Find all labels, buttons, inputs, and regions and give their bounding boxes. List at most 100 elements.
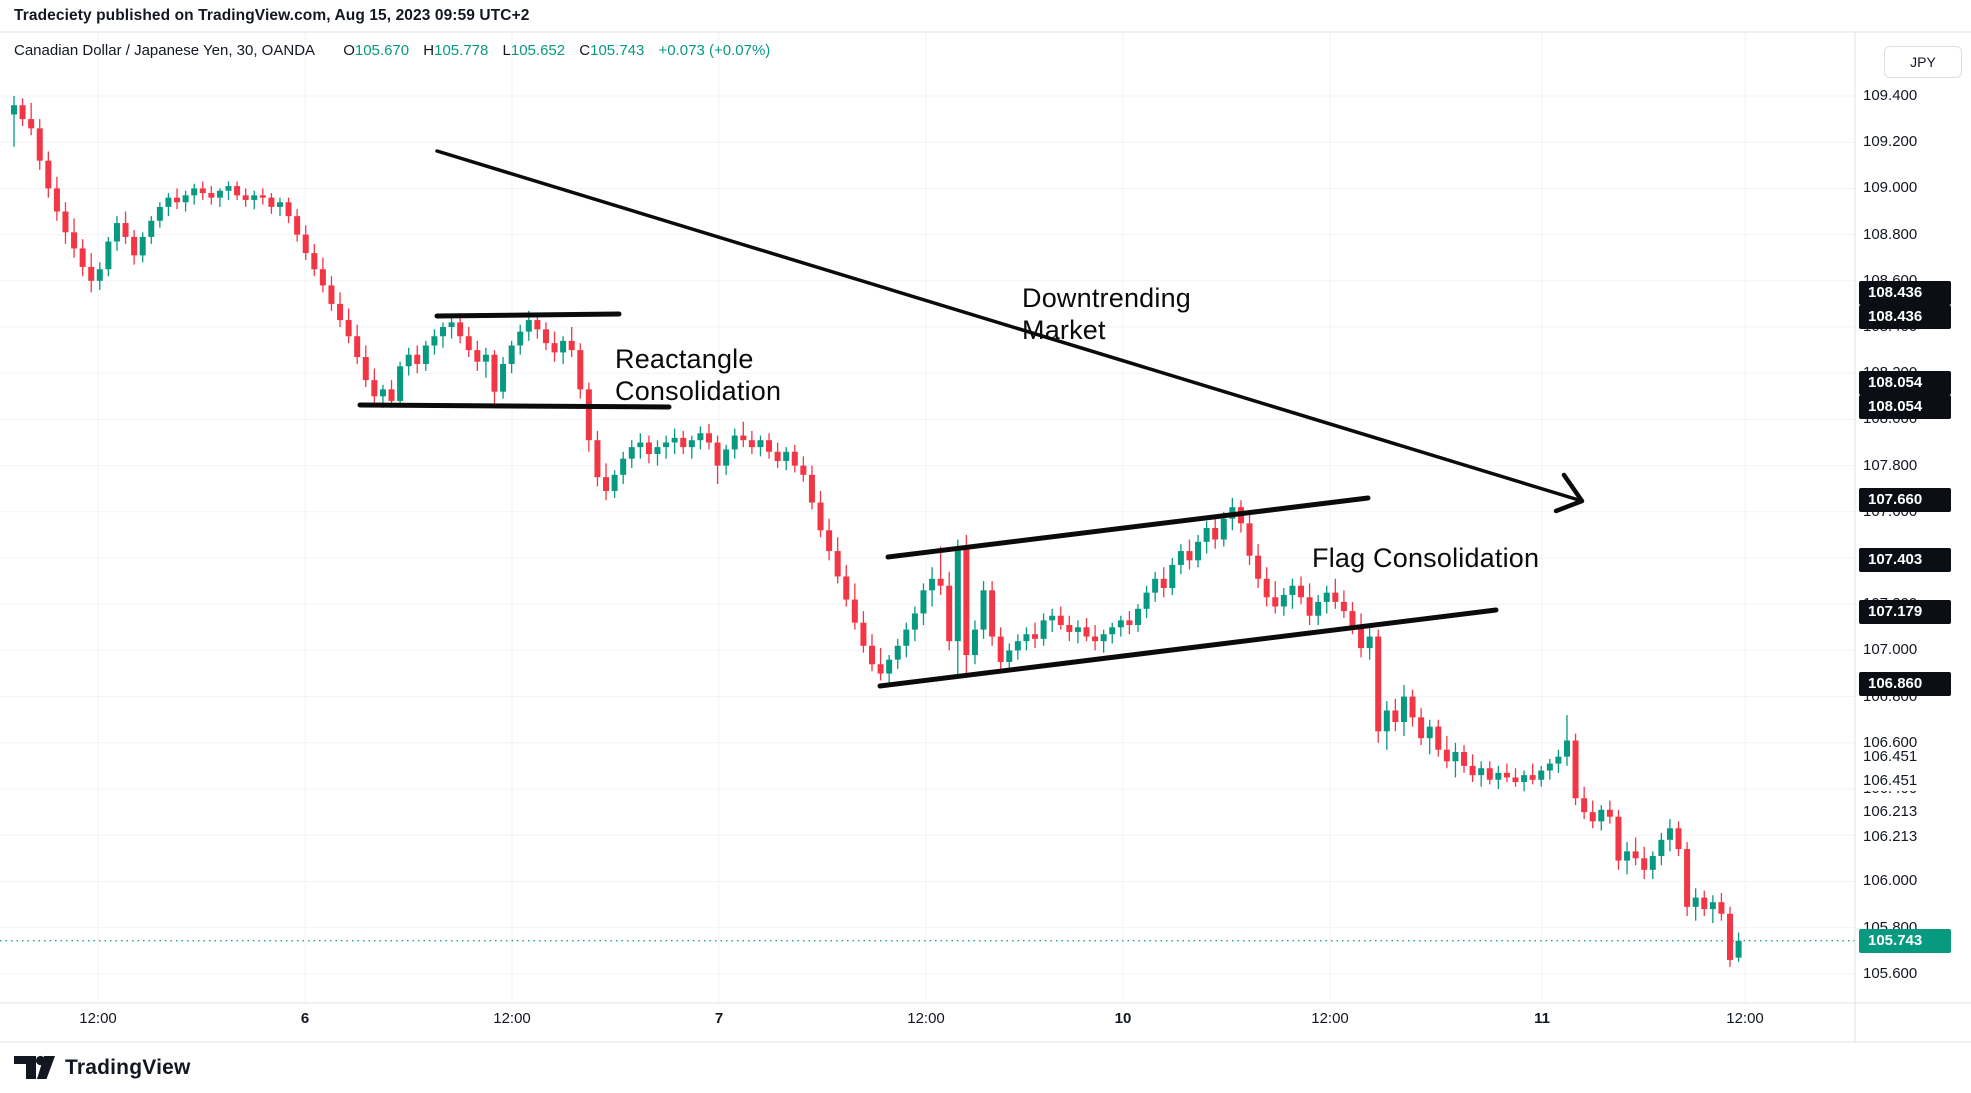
candle-body xyxy=(405,354,412,367)
watermark-note: Tradeciety published on TradingView.com,… xyxy=(14,7,530,24)
symbol-title[interactable]: Canadian Dollar / Japanese Yen, 30, OAND… xyxy=(14,42,316,59)
candle-body xyxy=(817,502,824,531)
candle-body xyxy=(1195,541,1202,561)
candle-body xyxy=(1546,763,1553,771)
candle-body xyxy=(611,474,618,492)
candle-body xyxy=(1143,592,1150,609)
candle-body xyxy=(208,193,215,198)
candle-body xyxy=(800,465,807,475)
candle-body xyxy=(628,447,635,459)
tradingview-logo[interactable]: TradingView xyxy=(14,1053,191,1082)
candle-body xyxy=(1383,710,1390,732)
candle-body xyxy=(251,195,258,200)
annotation-flag-label[interactable]: Flag Consolidation xyxy=(1312,542,1539,574)
candle-body xyxy=(1701,897,1708,910)
rectangle-bottom-line[interactable] xyxy=(357,402,672,410)
candle-body xyxy=(379,389,386,397)
candle-body xyxy=(1727,913,1733,960)
candle-body xyxy=(311,253,318,270)
candle-body xyxy=(894,645,901,660)
high-value: 105.778 xyxy=(434,42,489,59)
candle-body xyxy=(1032,634,1039,639)
candle-body xyxy=(748,440,755,448)
currency-toggle-button[interactable]: JPY xyxy=(1884,46,1962,78)
candle-body xyxy=(1220,518,1227,540)
candle-body xyxy=(362,357,369,381)
candle-body xyxy=(1435,726,1442,750)
candle-body xyxy=(705,433,712,443)
candle-body xyxy=(156,206,163,221)
downtrend-arrow-head xyxy=(1553,472,1585,514)
candle-body xyxy=(843,576,850,600)
candle-body xyxy=(259,195,266,198)
candle-body xyxy=(1323,592,1330,602)
candle-body xyxy=(1332,592,1339,602)
tv-logo-text: TradingView xyxy=(65,1055,191,1079)
candle-body xyxy=(920,590,927,614)
candle-body xyxy=(740,435,747,441)
candle-body xyxy=(714,442,721,466)
candle-body xyxy=(1126,620,1133,625)
open-label: O xyxy=(343,42,355,59)
candle-body xyxy=(834,551,841,577)
candle-body xyxy=(122,223,129,237)
candle-body xyxy=(663,442,670,448)
candle-body xyxy=(96,269,103,281)
candle-body xyxy=(954,548,961,642)
candle-body xyxy=(1469,765,1476,776)
candle-body xyxy=(826,530,833,552)
high-label: H xyxy=(423,42,435,59)
candle-body xyxy=(71,232,78,249)
candle-body xyxy=(620,458,627,475)
candle-body xyxy=(1529,775,1536,780)
candle-body xyxy=(1152,578,1159,593)
candle-body xyxy=(199,188,206,194)
candle-body xyxy=(1512,777,1519,783)
candle-body xyxy=(1452,752,1459,762)
candle-body xyxy=(1366,636,1373,649)
candle-body xyxy=(1280,594,1287,607)
candle-body xyxy=(1461,752,1468,766)
candle-body xyxy=(1649,855,1656,870)
candle-body xyxy=(1263,578,1270,598)
annotation-downtrend-label[interactable]: Downtrending Market xyxy=(1022,282,1191,346)
candle-body xyxy=(1666,828,1673,840)
annotation-downtrend-line1: Downtrending xyxy=(1022,283,1192,313)
flag-lower-line[interactable] xyxy=(877,607,1499,689)
candle-body xyxy=(1306,597,1313,616)
candle-body xyxy=(1598,809,1605,822)
downtrend-arrow-line[interactable] xyxy=(435,149,1584,503)
candle-body xyxy=(645,442,652,455)
annotation-rectangle-label[interactable]: Reactangle Consolidation xyxy=(615,343,781,407)
candle-body xyxy=(1358,627,1365,649)
candle-body xyxy=(1040,620,1047,639)
candle-body xyxy=(1658,839,1665,856)
candle-body xyxy=(869,645,875,665)
candle-body xyxy=(148,220,155,237)
candle-body xyxy=(1246,523,1253,556)
candle-body xyxy=(989,590,996,637)
chart-legend: Canadian Dollar / Japanese Yen, 30, OAND… xyxy=(14,42,770,59)
candle-body xyxy=(1092,636,1099,642)
candle-body xyxy=(1521,775,1528,783)
candle-body xyxy=(1083,627,1090,637)
candle-body xyxy=(688,440,695,448)
candle-body xyxy=(1074,627,1081,632)
candle-body xyxy=(903,629,910,646)
candle-body xyxy=(1606,809,1613,817)
candle-body xyxy=(911,613,918,630)
candle-body xyxy=(1675,828,1682,850)
candle-body xyxy=(1555,756,1562,764)
flag-upper-line[interactable] xyxy=(885,495,1371,560)
rectangle-top-line[interactable] xyxy=(434,311,622,319)
candle-body xyxy=(1495,772,1502,780)
candle-body xyxy=(783,451,790,461)
candle-body xyxy=(105,241,112,270)
candle-body xyxy=(886,659,893,674)
candle-body xyxy=(440,327,446,337)
candle-body xyxy=(1289,585,1296,595)
close-value: 105.743 xyxy=(590,42,645,59)
candle-body xyxy=(1709,902,1716,910)
